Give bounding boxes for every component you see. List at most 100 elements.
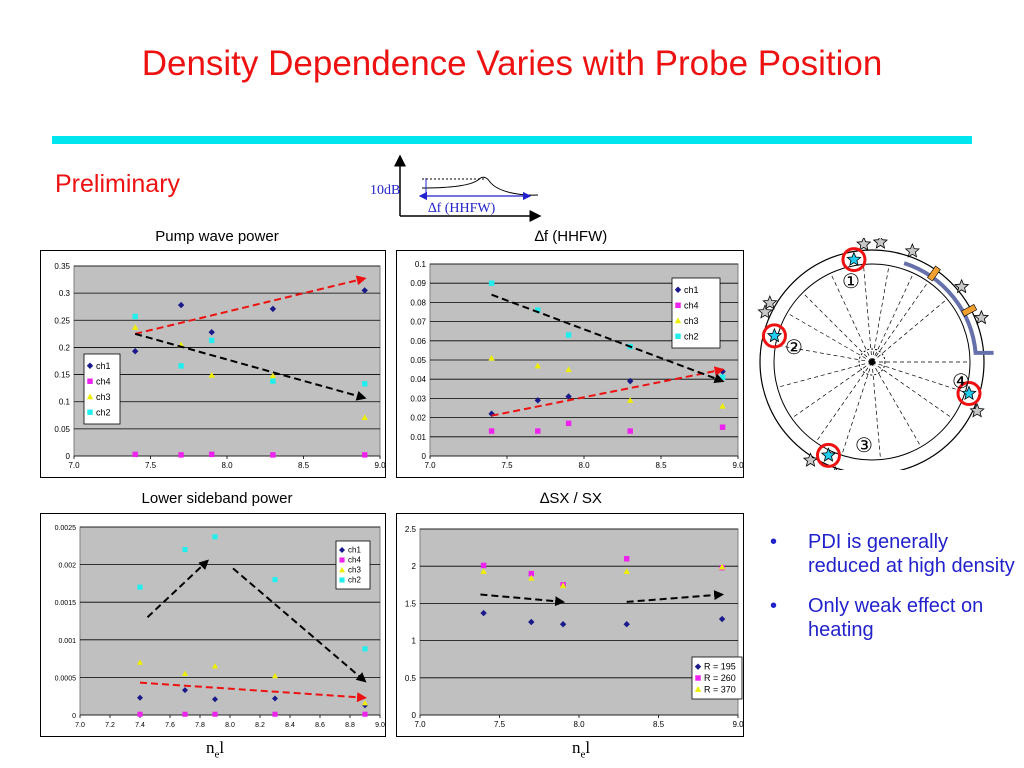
data-point-r195 xyxy=(480,609,487,617)
legend-entry: ch4 xyxy=(348,556,361,565)
legend-entry: ch2 xyxy=(684,331,699,341)
legend-entry: ch3 xyxy=(96,392,111,402)
legend-marker xyxy=(694,686,702,692)
probe-star-icon xyxy=(802,452,819,467)
y-tick-label: 0.5 xyxy=(405,674,417,683)
legend-marker xyxy=(675,333,681,339)
data-point-ch2 xyxy=(362,646,368,652)
legend-entry: ch1 xyxy=(348,546,361,555)
legend-marker xyxy=(675,302,681,308)
black-trend-arrow xyxy=(491,293,725,384)
preliminary-label: Preliminary xyxy=(55,170,181,198)
legend-marker xyxy=(339,557,345,563)
data-point-ch3 xyxy=(488,354,495,361)
y-tick-label: 0.002 xyxy=(58,563,76,570)
data-point-ch3 xyxy=(269,372,277,379)
probe-sightline xyxy=(871,273,914,363)
data-point-ch3 xyxy=(182,670,188,677)
data-point-ch3 xyxy=(719,402,726,409)
data-point-ch4 xyxy=(132,451,138,458)
probe-star-icon xyxy=(872,238,888,249)
x-tick-label: 8.5 xyxy=(653,720,665,729)
x-tick-label: 7.0 xyxy=(414,720,426,729)
x-tick-label: 7.5 xyxy=(494,720,506,729)
x-tick-label: 7.8 xyxy=(195,722,205,729)
data-point-ch2 xyxy=(208,337,215,344)
y-tick-label: 0.07 xyxy=(410,318,426,327)
y-tick-label: 0.0015 xyxy=(55,600,77,607)
data-point-ch4 xyxy=(565,420,572,427)
hhfw-antenna xyxy=(903,261,994,355)
chart-legend: ch1 ch4 ch3 ch2 xyxy=(83,353,121,425)
y-tick-label: 0.001 xyxy=(58,638,76,645)
probe-sightline xyxy=(863,264,873,363)
data-point-ch2 xyxy=(270,378,276,384)
selected-probe-star-icon xyxy=(961,385,977,401)
y-tick-label: 0.0005 xyxy=(55,675,77,682)
data-point-ch2 xyxy=(212,534,218,540)
data-point-ch4 xyxy=(178,452,184,458)
xlabel-right: nel xyxy=(572,738,591,761)
data-point-ch4 xyxy=(272,711,278,717)
legend-entry: ch3 xyxy=(348,566,361,575)
x-tick-label: 8.0 xyxy=(225,722,235,729)
y-tick-label: 0.01 xyxy=(410,433,426,442)
x-tick-label: 7.5 xyxy=(501,461,513,470)
chart4-title: ∆SX / SX xyxy=(540,490,602,507)
x-tick-label: 8.2 xyxy=(255,722,265,729)
selected-probe-star-icon xyxy=(846,251,862,267)
data-point-ch3 xyxy=(208,371,215,378)
legend-entry: ch4 xyxy=(96,376,111,386)
probe-sightline xyxy=(802,292,873,363)
x-tick-label: 7.0 xyxy=(68,461,80,470)
legend-entry: R = 260 xyxy=(704,673,736,683)
plot-area xyxy=(79,526,381,716)
probe-number-label: ④ xyxy=(952,371,970,393)
data-point-ch3 xyxy=(534,362,541,369)
black-trend-arrow xyxy=(232,567,367,683)
probe-highlight-ring xyxy=(815,442,841,468)
legend-entry: ch4 xyxy=(684,300,699,310)
data-point-ch2 xyxy=(488,280,495,286)
probe-highlight-ring xyxy=(841,247,867,273)
hhfw-inset-sketch: 10dB ∆f (HHFW) xyxy=(370,154,542,222)
data-point-ch1 xyxy=(488,410,495,417)
data-point-ch2 xyxy=(182,547,188,553)
data-point-r370 xyxy=(480,568,487,574)
y-tick-label: 0.06 xyxy=(410,337,426,346)
antenna-strap xyxy=(927,265,941,282)
data-point-ch3 xyxy=(361,414,368,421)
data-point-ch4 xyxy=(270,452,276,458)
x-tick-label: 8.0 xyxy=(573,720,585,729)
center-column xyxy=(858,348,886,376)
data-point-ch4 xyxy=(535,428,541,434)
legend-entry: R = 370 xyxy=(704,684,736,694)
legend-marker xyxy=(339,577,345,583)
data-point-r370 xyxy=(528,574,535,581)
legend-entry: ch1 xyxy=(684,285,699,295)
title-divider xyxy=(52,136,972,144)
data-point-ch4 xyxy=(362,711,368,717)
y-tick-label: 0.35 xyxy=(54,262,70,271)
probe-sightline xyxy=(871,361,922,448)
data-point-r370 xyxy=(623,568,630,574)
x-tick-label: 7.0 xyxy=(75,722,85,729)
slide-title: Density Dependence Varies with Probe Pos… xyxy=(141,44,883,83)
plot-area xyxy=(73,265,381,457)
legend-marker xyxy=(87,378,93,384)
probe-sightline xyxy=(871,281,929,363)
legend-entry: R = 195 xyxy=(704,662,736,672)
data-point-ch2 xyxy=(719,374,726,380)
data-point-ch2 xyxy=(361,381,368,387)
chart2-title: ∆f (HHFW) xyxy=(534,228,608,245)
probe-number-label: ③ xyxy=(855,435,873,457)
x-tick-label: 8.5 xyxy=(655,461,667,470)
data-point-r260 xyxy=(623,556,630,562)
black-trend-arrow xyxy=(626,590,725,603)
y-tick-label: 0.15 xyxy=(54,371,70,380)
probe-star-icon xyxy=(757,304,773,319)
chart-legend: ch1 ch4 ch3 ch2 xyxy=(671,277,721,349)
x-tick-label: 9.0 xyxy=(732,720,744,729)
y-tick-label: 0.05 xyxy=(54,425,70,434)
